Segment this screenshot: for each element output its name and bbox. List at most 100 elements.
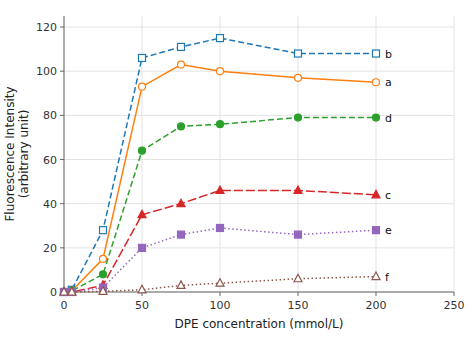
grid-line <box>64 71 454 72</box>
y-axis-label: Fluorescence Intensity(arbitrary unit) <box>3 86 31 221</box>
point <box>178 123 185 130</box>
point <box>68 289 75 296</box>
point <box>178 231 185 238</box>
point <box>61 289 68 296</box>
series-label: c <box>385 189 391 202</box>
line <box>64 190 376 292</box>
grid-line <box>64 27 454 28</box>
tick-label: 0 <box>50 286 57 299</box>
point <box>99 287 107 295</box>
point <box>373 114 380 121</box>
series-label: b <box>385 48 392 61</box>
point <box>216 279 224 287</box>
tick-label: 80 <box>43 109 57 122</box>
grid-line <box>64 16 65 292</box>
point <box>216 186 224 194</box>
x-axis-label: DPE concentration (mmol/L) <box>175 317 344 331</box>
tick-label: 150 <box>288 299 309 312</box>
plot-area <box>60 35 380 296</box>
tick-mark <box>220 292 221 296</box>
point <box>295 231 302 238</box>
tick-label: 60 <box>43 154 57 167</box>
point <box>177 281 185 289</box>
grid-line <box>454 16 455 292</box>
line <box>64 277 376 292</box>
point <box>217 35 224 42</box>
point <box>295 50 302 57</box>
point <box>100 255 107 262</box>
grid-line <box>64 115 454 116</box>
point <box>177 199 185 207</box>
point <box>61 289 68 296</box>
series-label: e <box>385 224 392 237</box>
grid <box>64 16 454 292</box>
point <box>61 289 68 296</box>
end-labels: b a d c e f <box>385 48 392 284</box>
chart: 020406080100120050100150200250DPE concen… <box>0 0 474 338</box>
point <box>295 74 302 81</box>
tick-label: 200 <box>366 299 387 312</box>
point <box>178 43 185 50</box>
point <box>372 272 380 280</box>
series <box>60 272 380 295</box>
point <box>373 227 380 234</box>
tick-label: 100 <box>36 65 57 78</box>
point <box>217 224 224 231</box>
tick-mark <box>376 292 377 296</box>
grid-line <box>64 292 454 293</box>
series <box>61 35 380 296</box>
point <box>60 288 68 296</box>
point <box>138 285 146 293</box>
tick-label: 40 <box>43 198 57 211</box>
grid-line <box>64 159 454 160</box>
axes: 020406080100120050100150200250 <box>36 16 465 312</box>
series-label: d <box>385 112 392 125</box>
line <box>64 38 376 292</box>
series-label: f <box>385 271 390 284</box>
tick-label: 250 <box>444 299 465 312</box>
series <box>60 186 380 295</box>
series <box>61 61 380 295</box>
tick-mark <box>60 71 64 72</box>
point <box>217 68 224 75</box>
point <box>138 210 146 218</box>
series <box>61 114 380 295</box>
point <box>60 288 68 296</box>
point <box>294 274 302 282</box>
point <box>139 244 146 251</box>
point <box>100 227 107 234</box>
x-axis-line <box>64 292 454 293</box>
point <box>373 50 380 57</box>
grid-line <box>64 203 454 204</box>
point <box>217 121 224 128</box>
y-axis-line <box>64 16 65 292</box>
line <box>64 228 376 292</box>
tick-label: 100 <box>210 299 231 312</box>
point <box>178 61 185 68</box>
tick-label: 0 <box>61 299 68 312</box>
point <box>68 288 76 296</box>
point <box>139 147 146 154</box>
tick-mark <box>60 203 64 204</box>
series <box>61 224 380 295</box>
point <box>61 289 68 296</box>
tick-mark <box>60 27 64 28</box>
grid-line <box>220 16 221 292</box>
point <box>294 186 302 194</box>
line <box>64 118 376 292</box>
point <box>295 114 302 121</box>
tick-mark <box>454 292 455 296</box>
point <box>373 79 380 86</box>
tick-label: 20 <box>43 242 57 255</box>
point <box>139 54 146 61</box>
point <box>372 190 380 198</box>
tick-mark <box>60 159 64 160</box>
point <box>139 83 146 90</box>
tick-label: 50 <box>135 299 149 312</box>
tick-mark <box>60 247 64 248</box>
point <box>100 271 107 278</box>
series-label: a <box>385 76 392 89</box>
grid-line <box>64 247 454 248</box>
tick-mark <box>298 292 299 296</box>
tick-mark <box>60 115 64 116</box>
